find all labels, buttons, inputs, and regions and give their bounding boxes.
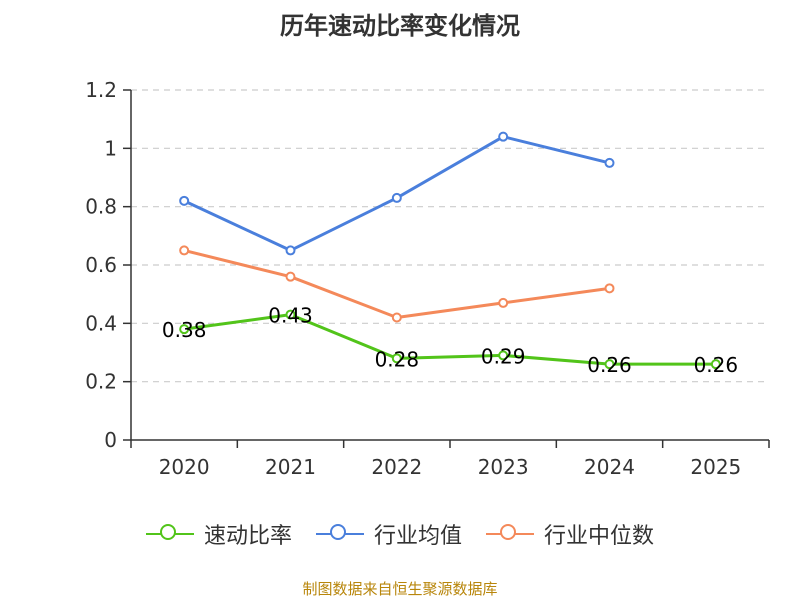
data-point[interactable]	[498, 350, 509, 361]
x-tick-label: 2021	[265, 455, 316, 479]
source-note: 制图数据来自恒生聚源数据库	[302, 580, 498, 598]
x-tick-label: 2025	[690, 455, 741, 479]
data-point[interactable]	[179, 245, 190, 256]
data-point[interactable]	[391, 353, 402, 364]
data-point[interactable]	[391, 312, 402, 323]
legend: 速动比率 行业均值 行业中位数	[0, 518, 800, 550]
data-label: 0.28	[375, 347, 420, 371]
data-point[interactable]	[604, 157, 615, 168]
data-point[interactable]	[604, 283, 615, 294]
data-point[interactable]	[179, 195, 190, 206]
legend-item-quick-ratio[interactable]: 速动比率	[145, 518, 292, 550]
data-point[interactable]	[498, 297, 509, 308]
y-tick-label: 0	[104, 428, 117, 452]
legend-item-industry-median[interactable]: 行业中位数	[486, 518, 654, 550]
x-tick-label: 2024	[584, 455, 635, 479]
legend-label: 行业均值	[373, 524, 462, 549]
data-point[interactable]	[498, 131, 509, 142]
legend-label: 速动比率	[203, 524, 292, 549]
series-line-0	[183, 313, 716, 366]
y-tick-label: 1	[104, 136, 117, 160]
series-line-2	[183, 248, 610, 319]
x-tick-label: 2023	[478, 455, 529, 479]
data-label: 0.43	[268, 304, 313, 328]
legend-marker-industry-median	[486, 522, 534, 546]
data-label: 0.26	[587, 353, 632, 377]
y-tick-label: 0.6	[85, 253, 117, 277]
x-tick-label: 2022	[371, 455, 422, 479]
data-point[interactable]	[179, 324, 190, 335]
data-point[interactable]	[710, 359, 721, 370]
data-point[interactable]	[285, 271, 296, 282]
chart-title: 历年速动比率变化情况	[280, 12, 520, 40]
y-tick-label: 0.4	[85, 311, 117, 335]
data-label: 0.26	[694, 353, 739, 377]
data-point[interactable]	[391, 192, 402, 203]
data-label: 0.38	[162, 318, 207, 342]
data-point[interactable]	[285, 309, 296, 320]
data-point[interactable]	[604, 359, 615, 370]
data-label: 0.29	[481, 344, 526, 368]
y-tick-label: 0.2	[85, 370, 117, 394]
y-tick-label: 0.8	[85, 195, 117, 219]
legend-marker-industry-mean	[315, 522, 364, 546]
legend-item-industry-mean[interactable]: 行业均值	[315, 518, 462, 550]
data-point[interactable]	[285, 245, 296, 256]
legend-marker-quick-ratio	[145, 522, 194, 546]
y-tick-label: 1.2	[85, 78, 117, 102]
legend-label: 行业中位数	[544, 524, 655, 549]
x-tick-label: 2020	[159, 455, 210, 479]
